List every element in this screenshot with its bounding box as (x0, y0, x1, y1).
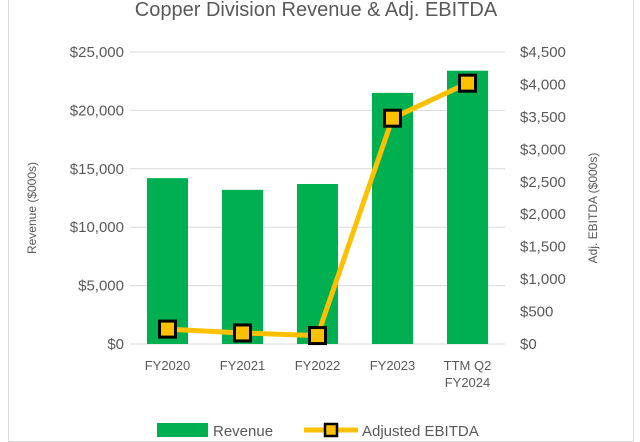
category-label: FY2024 (445, 375, 491, 390)
chart-title: Copper Division Revenue & Adj. EBITDA (135, 0, 498, 21)
revenue-bar (222, 189, 263, 344)
y-tick-label: $0 (107, 336, 124, 353)
y-tick-label: $25,000 (70, 44, 124, 61)
y-tick-label: $15,000 (70, 161, 124, 178)
legend-ebitda-label: Adjusted EBITDA (362, 423, 479, 440)
category-axis: FY2020 FY2021 FY2022 FY2023 TTM Q2 FY2024 (145, 358, 492, 390)
revenue-bars (147, 70, 488, 345)
legend-ebitda-marker (323, 422, 339, 438)
y2-tick-label: $3,000 (520, 141, 566, 158)
ebitda-point (458, 73, 477, 93)
y2-tick-label: $1,500 (520, 239, 566, 256)
revenue-bar (447, 70, 488, 345)
legend-revenue-label: Revenue (213, 423, 273, 440)
ebitda-point (308, 326, 327, 346)
legend: Revenue Adjusted EBITDA (157, 422, 479, 440)
y-tick-label: $5,000 (78, 278, 124, 295)
y2-tick-label: $4,500 (520, 44, 566, 61)
y2-tick-label: $2,500 (520, 174, 566, 191)
ebitda-point (383, 108, 402, 128)
y2-tick-label: $2,000 (520, 206, 566, 223)
y2-axis-title: Adj. EBITDA ($000s) (586, 153, 600, 264)
y2-tick-label: $0 (520, 336, 537, 353)
y2-tick-label: $4,000 (520, 76, 566, 93)
ebitda-point (233, 323, 252, 343)
category-label: FY2021 (220, 358, 266, 373)
y-tick-label: $20,000 (70, 102, 124, 119)
y2-tick-label: $500 (520, 304, 553, 321)
y2-tick-label: $3,500 (520, 109, 566, 126)
revenue-bar (297, 183, 338, 344)
right-axis-ticks: $0 $500 $1,000 $1,500 $2,000 $2,500 $3,000 $3,5… (520, 44, 566, 353)
category-label: TTM Q2 (444, 358, 492, 373)
ebitda-point (158, 319, 177, 339)
category-label: FY2022 (295, 358, 341, 373)
legend-revenue-swatch (157, 423, 208, 437)
revenue-bar (147, 178, 188, 344)
category-label: FY2020 (145, 358, 191, 373)
y-tick-label: $10,000 (70, 219, 124, 236)
y-axis-title: Revenue ($000s) (25, 162, 39, 254)
category-label: FY2023 (370, 358, 416, 373)
revenue-bar (372, 92, 413, 344)
ebitda-line (158, 73, 477, 346)
y2-tick-label: $1,000 (520, 271, 566, 288)
left-axis-ticks: $0 $5,000 $10,000 $15,000 $20,000 $25,000 (70, 44, 124, 353)
